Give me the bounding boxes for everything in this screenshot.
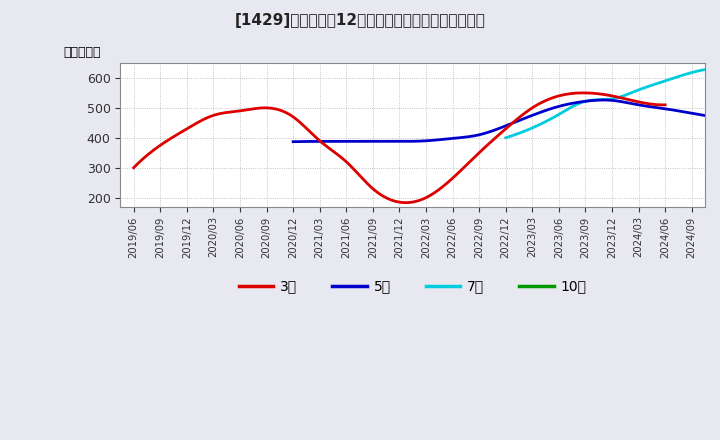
Legend: 3年, 5年, 7年, 10年: 3年, 5年, 7年, 10年 xyxy=(233,274,593,299)
Text: [1429]　経常利益12か月移動合計の標準偏差の推移: [1429] 経常利益12か月移動合計の標準偏差の推移 xyxy=(235,13,485,28)
Y-axis label: （百万円）: （百万円） xyxy=(63,46,102,59)
